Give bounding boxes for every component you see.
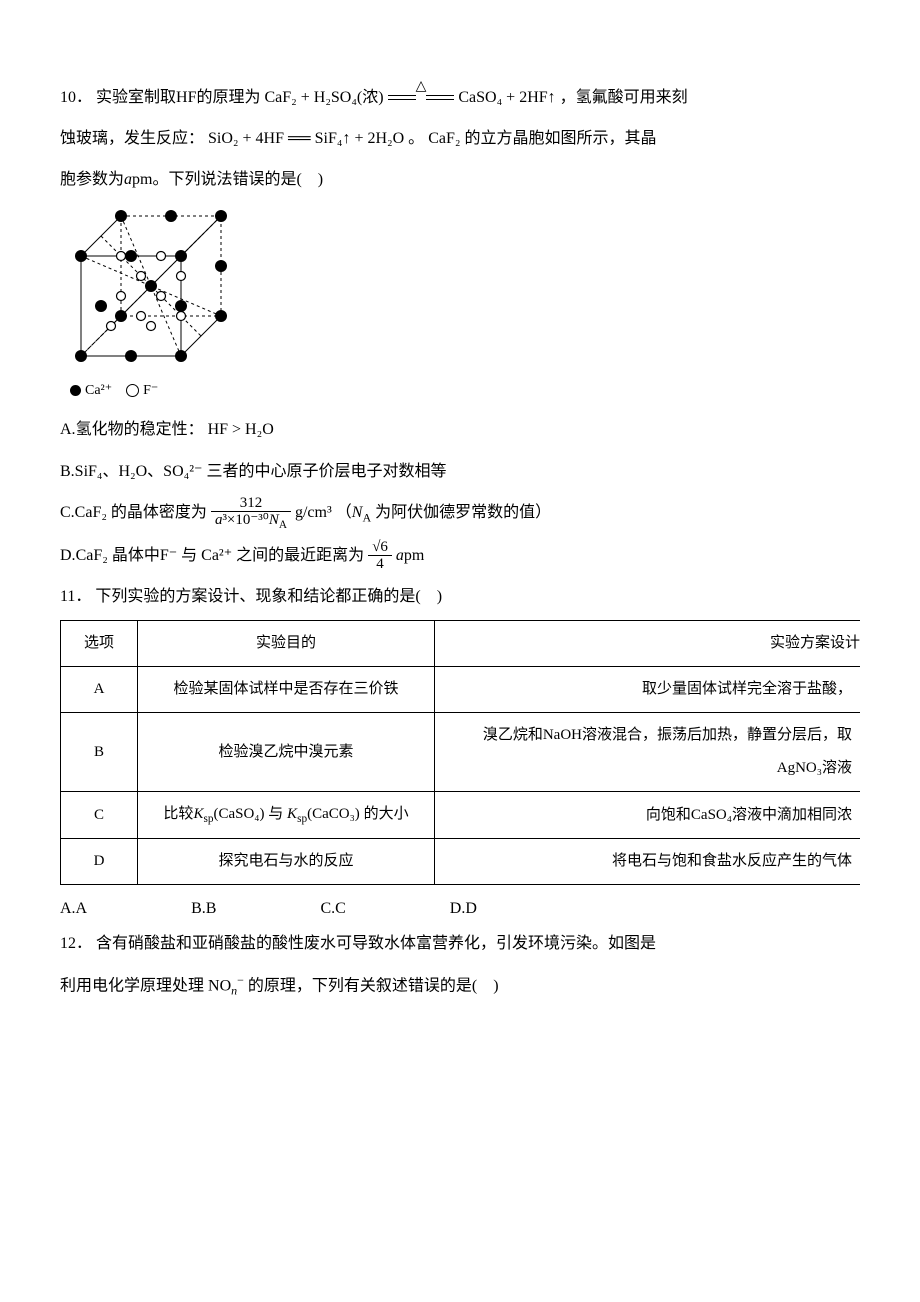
q11-answers: A.A B.B C.C D.D: [60, 891, 860, 926]
optD-unit: pm: [404, 547, 424, 564]
q10-optC: C.CaF₂ 的晶体密度为 312 a³×10⁻³⁰NA g/cm³ （NA 为…: [60, 495, 860, 532]
cell-purpose: 检验某固体试样中是否存在三价铁: [138, 667, 435, 713]
optD-fraction: √6 4: [368, 539, 392, 573]
optB-label: B.: [60, 463, 75, 480]
q11-stem: 11． 下列实验的方案设计、现象和结论都正确的是( ): [60, 579, 860, 614]
optC-label: C.: [60, 504, 75, 521]
q10-line1: 10． 实验室制取HF的原理为 CaF₂ + H₂SO₄(浓) △ CaSO₄ …: [60, 80, 860, 115]
diagram-legend: Ca²⁺ F⁻: [70, 376, 860, 407]
q10-line2: 蚀玻璃，发生反应： SiO₂ + 4HF ══ SiF₄↑ + 2H₂O 。 C…: [60, 121, 860, 156]
q10-l2-post: 的立方晶胞如图所示，其晶: [464, 130, 656, 147]
q10-optD: D.CaF₂ 晶体中F⁻ 与 Ca²⁺ 之间的最近距离为 √6 4 apm: [60, 538, 860, 573]
th-option: 选项: [61, 621, 138, 667]
q10-l1-pre: 实验室制取HF的原理为: [96, 89, 260, 106]
cell-opt: D: [61, 838, 138, 884]
cell-purpose: 探究电石与水的反应: [138, 838, 435, 884]
ans-a: A.A: [60, 891, 87, 926]
q10-eq1-right: CaSO₄ + 2HF↑: [458, 89, 555, 106]
q10-optB: B.SiF₄、H₂O、SO₄²⁻ 三者的中心原子价层电子对数相等: [60, 454, 860, 489]
cell-scheme: 将电石与饱和食盐水反应产生的气体: [435, 838, 861, 884]
q12-number: 12．: [60, 935, 92, 952]
optC-paren-post: 为阿伏伽德罗常数的值）: [375, 504, 551, 521]
q11-stem-text: 下列实验的方案设计、现象和结论都正确的是( ): [95, 588, 442, 605]
optC-fraction: 312 a³×10⁻³⁰NA: [211, 495, 291, 532]
q10-l2-caf2: CaF₂: [428, 130, 460, 147]
q10-l3-unit: pm。下列说法错误的是( ): [132, 171, 323, 188]
q10-eq1-left: CaF₂ + H₂SO₄(浓): [264, 89, 383, 106]
q10-optA: A.氢化物的稳定性： HF > H₂O: [60, 412, 860, 447]
table-row: B 检验溴乙烷中溴元素 溴乙烷和NaOH溶液混合，振荡后加热，静置分层后，取 A…: [61, 713, 861, 792]
optD-frac-num: √6: [368, 539, 392, 557]
q10-line3: 胞参数为apm。下列说法错误的是( ): [60, 162, 860, 197]
optD-var: a: [396, 547, 404, 564]
optD-label: D.: [60, 547, 76, 564]
ans-c: C.C: [320, 891, 345, 926]
cell-scheme: 溴乙烷和NaOH溶液混合，振荡后加热，静置分层后，取 AgNO₃溶液: [435, 713, 861, 792]
table-row: D 探究电石与水的反应 将电石与饱和食盐水反应产生的气体: [61, 838, 861, 884]
q11-number: 11．: [60, 588, 91, 605]
caf2-unit-cell-diagram: [66, 204, 236, 374]
th-scheme: 实验方案设计: [435, 621, 861, 667]
optC-pre: CaF₂: [75, 504, 107, 521]
optD-pre: CaF₂: [76, 547, 108, 564]
q11-table: 选项 实验目的 实验方案设计 A 检验某固体试样中是否存在三价铁 取少量固体试样…: [60, 620, 860, 885]
optB-formula: SiF₄、H₂O、SO₄²⁻: [75, 463, 203, 480]
table-row: A 检验某固体试样中是否存在三价铁 取少量固体试样完全溶于盐酸，: [61, 667, 861, 713]
q12-l2-post: 的原理，下列有关叙述错误的是( ): [248, 978, 499, 995]
optC-paren-pre: （: [336, 504, 352, 521]
q10-l3-a: a: [124, 171, 132, 188]
cell-scheme: 取少量固体试样完全溶于盐酸，: [435, 667, 861, 713]
optC-text1: 的晶体密度为: [111, 504, 207, 521]
optC-frac-num: 312: [211, 495, 291, 513]
optB-text: 三者的中心原子价层电子对数相等: [206, 463, 446, 480]
q10-l2-pre: 蚀玻璃，发生反应：: [60, 130, 204, 147]
q10-l3-pre: 胞参数为: [60, 171, 124, 188]
optA-formula: HF > H₂O: [208, 421, 274, 438]
th-purpose: 实验目的: [138, 621, 435, 667]
legend-ca-dot: [70, 385, 81, 396]
q12-l2-pre: 利用电化学原理处理: [60, 978, 204, 995]
cell-purpose: 检验溴乙烷中溴元素: [138, 713, 435, 792]
q10-eq2: SiO₂ + 4HF ══ SiF₄↑ + 2H₂O: [208, 130, 404, 147]
q10-l2-mid: 。: [408, 130, 424, 147]
optC-unit: g/cm³: [295, 504, 332, 521]
optA-text: 氢化物的稳定性：: [76, 421, 204, 438]
q12-l1: 含有硝酸盐和亚硝酸盐的酸性废水可导致水体富营养化，引发环境污染。如图是: [96, 935, 656, 952]
q12-line1: 12． 含有硝酸盐和亚硝酸盐的酸性废水可导致水体富营养化，引发环境污染。如图是: [60, 926, 860, 961]
cell-purpose: 比较Ksp(CaSO₄) 与 Ksp(CaCO₃) 的大小: [138, 792, 435, 839]
cell-scheme: 向饱和CaSO₄溶液中滴加相同浓: [435, 792, 861, 839]
eq-condition-triangle: △: [416, 72, 427, 103]
q12-l2-no: NO: [208, 978, 231, 995]
table-row: C 比较Ksp(CaSO₄) 与 Ksp(CaCO₃) 的大小 向饱和CaSO₄…: [61, 792, 861, 839]
cell-opt: A: [61, 667, 138, 713]
legend-f-dot: [126, 384, 139, 397]
table-header-row: 选项 实验目的 实验方案设计: [61, 621, 861, 667]
optA-label: A.: [60, 421, 76, 438]
q12-line2: 利用电化学原理处理 NOn− 的原理，下列有关叙述错误的是( ): [60, 967, 860, 1004]
optD-frac-den: 4: [368, 556, 392, 573]
optC-frac-den: a³×10⁻³⁰NA: [211, 512, 291, 531]
cell-opt: C: [61, 792, 138, 839]
cell-opt: B: [61, 713, 138, 792]
q10-number: 10．: [60, 89, 92, 106]
q10-l1-post: ，氢氟酸可用来刻: [560, 89, 688, 106]
optD-text: 晶体中F⁻ 与 Ca²⁺ 之间的最近距离为: [112, 547, 364, 564]
legend-ca-label: Ca²⁺: [85, 383, 112, 398]
legend-f-label: F⁻: [143, 383, 158, 398]
ans-b: B.B: [191, 891, 216, 926]
ans-d: D.D: [450, 891, 477, 926]
